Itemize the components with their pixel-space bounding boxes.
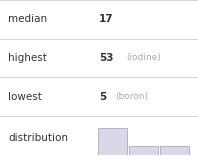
Text: distribution: distribution	[8, 133, 68, 143]
Text: 5: 5	[99, 92, 106, 102]
Bar	[160, 146, 189, 155]
Text: 17: 17	[99, 14, 114, 24]
Text: 53: 53	[99, 53, 113, 63]
Text: lowest: lowest	[8, 92, 42, 102]
Text: highest: highest	[8, 53, 47, 63]
Text: median: median	[8, 14, 47, 24]
Bar	[129, 146, 158, 155]
Text: (iodine): (iodine)	[127, 53, 162, 62]
Text: (boron): (boron)	[115, 92, 148, 101]
Bar	[98, 128, 127, 155]
